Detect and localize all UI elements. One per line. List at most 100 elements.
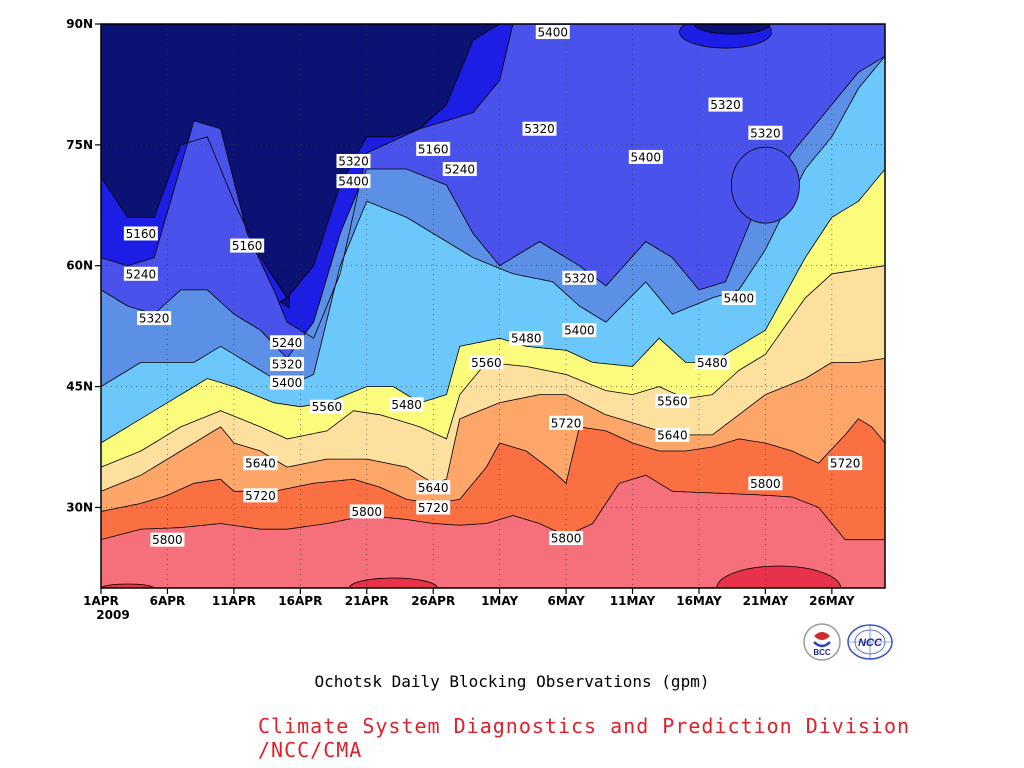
x-tick-label: 26MAY — [809, 594, 855, 608]
y-tick-label: 30N — [66, 500, 93, 514]
contour-label-box — [416, 480, 451, 495]
x-tick-label: 11APR — [212, 594, 256, 608]
contour-label: 5640 — [418, 481, 449, 495]
ncc-logo: NCC — [847, 624, 893, 660]
pocket-5320-may — [731, 146, 800, 224]
contour-line-5400 — [101, 55, 885, 388]
x-year-label: 2009 — [96, 608, 129, 622]
contour-label: 5560 — [471, 356, 502, 370]
contour-label-box — [562, 270, 597, 285]
contour-label-box — [535, 25, 570, 40]
pocket-5880-may — [716, 565, 842, 588]
contour-label: 5480 — [697, 356, 728, 370]
contour-label-box — [243, 488, 278, 503]
contour-label: 5320 — [139, 312, 170, 326]
contour-label: 5240 — [272, 336, 303, 350]
x-tick-label: 6MAY — [548, 594, 585, 608]
contour-label: 5160 — [418, 142, 449, 156]
contour-field — [101, 24, 885, 588]
contour-label: 5560 — [312, 400, 343, 414]
contour-label-box — [748, 476, 783, 491]
pocket-5880-early — [101, 583, 154, 588]
contour-labels: 5400 5160 5320 5240 5400 5320 5400 5320 5320 5160… — [123, 25, 863, 547]
pocket-5880-apr — [348, 577, 438, 588]
contour-label: 5240 — [445, 163, 476, 177]
contour-line-5720 — [101, 418, 885, 512]
y-tick-label: 75N — [66, 138, 93, 152]
contour-label: 5800 — [750, 477, 781, 491]
chart-title: Ochotsk Daily Blocking Observations (gpm… — [314, 672, 710, 691]
contour-label: 5720 — [551, 416, 582, 430]
contour-label-box — [150, 532, 185, 547]
contour-label: 5240 — [126, 267, 157, 281]
contour-label: 5400 — [724, 291, 755, 305]
contour-label: 5400 — [538, 26, 569, 40]
contour-label: 5720 — [830, 457, 861, 471]
contour-label: 5640 — [245, 457, 276, 471]
contour-line-5800 — [101, 474, 885, 541]
contour-label: 5400 — [272, 376, 303, 390]
plot-frame — [100, 23, 886, 589]
contour-label-box — [336, 174, 371, 189]
contour-label-box — [416, 141, 451, 156]
contour-label: 5720 — [245, 489, 276, 503]
x-tick-label: 1MAY — [481, 594, 518, 608]
contour-label: 5480 — [511, 332, 542, 346]
x-tick-label: 21MAY — [743, 594, 789, 608]
contour-label: 5320 — [524, 122, 555, 136]
contour-label: 5800 — [351, 505, 382, 519]
contour-label: 5320 — [272, 358, 303, 372]
contour-label-box — [137, 311, 172, 326]
contour-label: 5560 — [657, 395, 688, 409]
contour-label-box — [748, 125, 783, 140]
contour-label: 5320 — [750, 126, 781, 140]
contour-label-box — [522, 121, 557, 136]
pocket-5160-north — [693, 24, 771, 35]
contour-label-box — [549, 531, 584, 546]
x-tick-label: 16MAY — [676, 594, 722, 608]
contour-line-5240 — [101, 24, 885, 339]
contour-line-5640 — [101, 358, 885, 492]
contour-label-box — [628, 149, 663, 164]
x-tick-label: 1APR — [83, 594, 119, 608]
contour-label: 5480 — [391, 398, 422, 412]
contour-line-5480 — [101, 168, 885, 444]
y-tick-label: 45N — [66, 380, 93, 394]
x-tick-label: 11MAY — [610, 594, 656, 608]
contour-label-box — [270, 335, 305, 350]
contour-label-box — [708, 97, 743, 112]
contour-label-box — [336, 153, 371, 168]
contour-label-box — [270, 357, 305, 372]
contour-label-box — [309, 399, 344, 414]
contour-label: 5320 — [710, 98, 741, 112]
bcc-logo-text: BCC — [813, 648, 831, 657]
contour-label: 5400 — [338, 175, 369, 189]
contour-label-box — [416, 500, 451, 515]
contour-label: 5640 — [657, 428, 688, 442]
contour-label: 5400 — [631, 150, 662, 164]
low-center-marker — [279, 295, 290, 309]
contour-label: 5400 — [564, 324, 595, 338]
contour-label-box — [389, 397, 424, 412]
y-tick-label: 90N — [66, 17, 93, 31]
contour-label-box — [509, 331, 544, 346]
contour-label-box — [243, 456, 278, 471]
contour-label-box — [469, 355, 504, 370]
contour-label: 5320 — [338, 154, 369, 168]
x-tick-label: 16APR — [278, 594, 322, 608]
contour-label-box — [655, 427, 690, 442]
contour-label-box — [828, 456, 863, 471]
contour-label-box — [655, 394, 690, 409]
contour-label-box — [562, 323, 597, 338]
y-tick-label: 60N — [66, 259, 93, 273]
contour-label-box — [123, 226, 158, 241]
contour-label: 5160 — [232, 239, 263, 253]
contour-label-box — [349, 504, 384, 519]
band-5800 — [101, 475, 885, 588]
x-tick-label: 21APR — [345, 594, 389, 608]
x-tick-label: 6APR — [150, 594, 186, 608]
contour-label-box — [549, 415, 584, 430]
contour-label: 5160 — [126, 227, 157, 241]
contour-label-box — [695, 355, 730, 370]
